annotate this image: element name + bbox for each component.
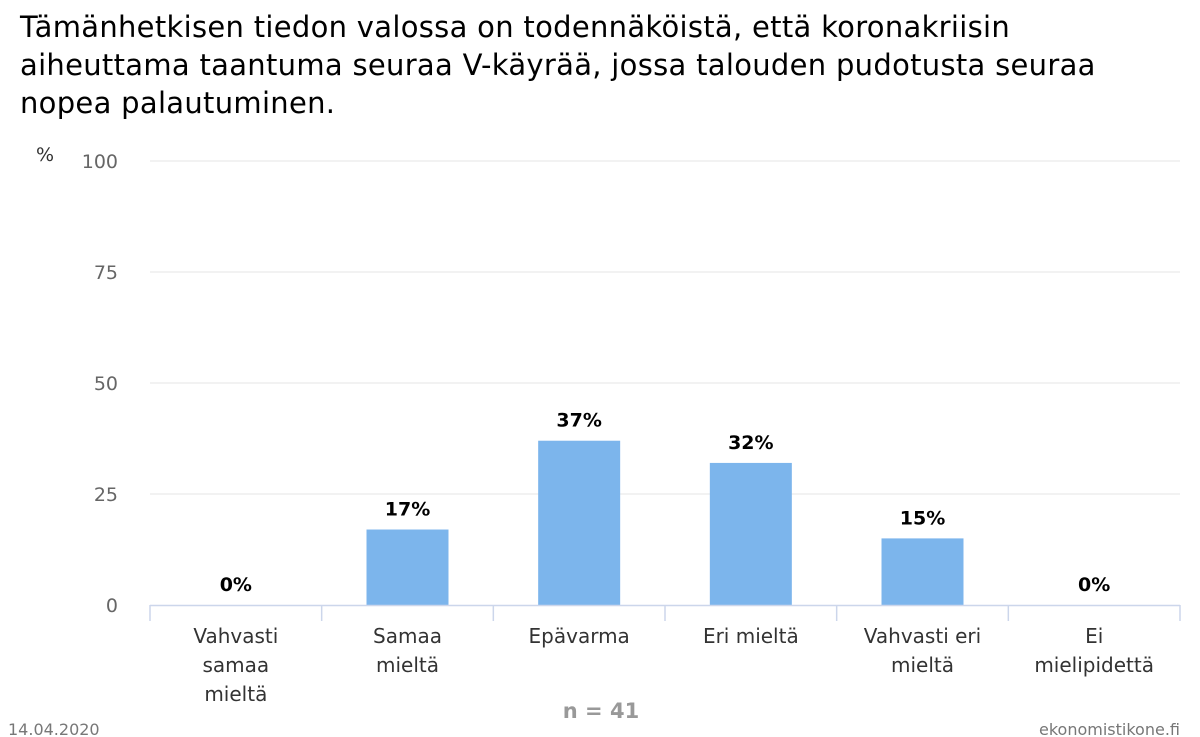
category-label: Ei mielipidettä <box>1034 624 1154 677</box>
category-labels: Vahvasti samaa mieltä Samaa mieltä Epävarma Er… <box>193 624 1154 706</box>
y-tick-label: 0 <box>106 595 118 617</box>
data-label: 17% <box>385 499 430 521</box>
data-labels: 0% 17% 37% 32% 15% 0% <box>220 410 1111 596</box>
date-label: 14.04.2020 <box>8 720 100 737</box>
bar <box>709 462 792 605</box>
data-label: 0% <box>1078 574 1110 596</box>
data-label: 32% <box>728 432 773 454</box>
data-label: 37% <box>556 410 601 432</box>
x-axis <box>149 604 1181 621</box>
y-tick-label: 75 <box>94 262 118 284</box>
y-tick-label: 100 <box>82 151 118 173</box>
bar <box>538 440 621 605</box>
category-label: Eri mieltä <box>703 624 799 648</box>
bar <box>881 538 964 605</box>
sample-size-label: n = 41 <box>563 699 639 723</box>
category-label: Vahvasti samaa mieltä <box>193 624 278 706</box>
bars <box>366 440 964 605</box>
bar <box>366 529 449 605</box>
y-axis-ticks: 0 25 50 75 100 <box>82 151 118 617</box>
gridlines <box>150 160 1180 495</box>
data-label: 0% <box>220 574 252 596</box>
category-label: Vahvasti eri mieltä <box>864 624 981 677</box>
y-axis-unit: % <box>36 144 54 166</box>
y-tick-label: 25 <box>94 484 118 506</box>
category-label: Samaa mieltä <box>373 624 442 677</box>
y-tick-label: 50 <box>94 373 118 395</box>
source-label: ekonomistikone.fi <box>1039 720 1180 737</box>
chart-title: Tämänhetkisen tiedon valossa on todennäk… <box>20 10 1096 120</box>
data-label: 15% <box>900 507 945 529</box>
category-label: Epävarma <box>529 624 630 648</box>
